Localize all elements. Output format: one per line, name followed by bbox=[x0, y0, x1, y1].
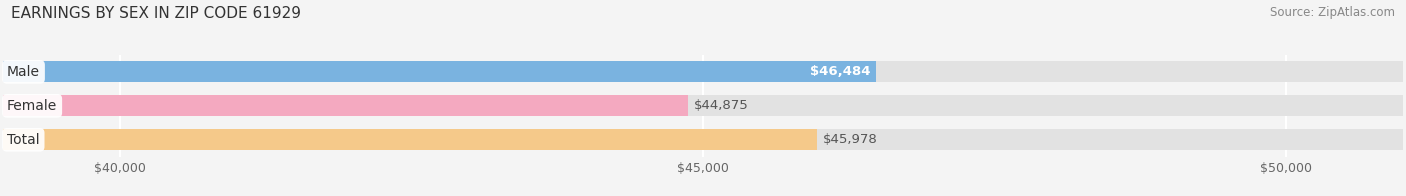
Bar bbox=[3, 129, 1403, 150]
Text: EARNINGS BY SEX IN ZIP CODE 61929: EARNINGS BY SEX IN ZIP CODE 61929 bbox=[11, 6, 301, 21]
Bar bbox=[3, 61, 876, 82]
Bar bbox=[3, 61, 1403, 82]
Bar bbox=[3, 95, 689, 116]
Text: Total: Total bbox=[7, 133, 39, 147]
Text: Female: Female bbox=[7, 99, 58, 113]
Text: $44,875: $44,875 bbox=[695, 99, 749, 112]
Text: Male: Male bbox=[7, 65, 39, 79]
Text: $45,978: $45,978 bbox=[823, 133, 877, 146]
Bar bbox=[3, 129, 817, 150]
Text: $46,484: $46,484 bbox=[810, 65, 870, 78]
Text: Source: ZipAtlas.com: Source: ZipAtlas.com bbox=[1270, 6, 1395, 19]
Bar bbox=[3, 95, 1403, 116]
